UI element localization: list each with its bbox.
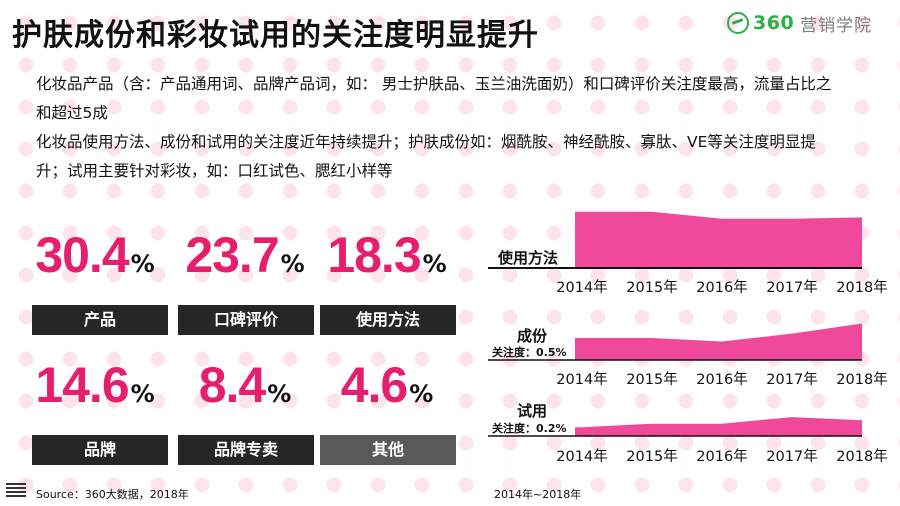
x-tick-label: 2016年 xyxy=(696,371,747,388)
x-tick-label: 2018年 xyxy=(836,448,887,465)
stat-label-brand: 品牌 xyxy=(32,435,168,465)
area-series-1 xyxy=(575,323,862,360)
brand-logo: 360 营销学院 xyxy=(727,10,872,36)
x-tick-label: 2017年 xyxy=(766,279,817,296)
logo-number: 360 xyxy=(753,12,795,34)
x-tick-label: 2017年 xyxy=(766,371,817,388)
stat-value-brand-store: 8.4% xyxy=(198,357,292,413)
description-line-2: 化妆品使用方法、成份和试用的关注度近年持续提升；护肤成份如：烟酰胺、神经酰胺、寡… xyxy=(36,133,816,180)
logo-icon xyxy=(727,12,749,34)
stat-label-product: 产品 xyxy=(32,305,168,335)
description-line-1: 化妆品产品（含：产品通用词、品牌产品词，如： 男士护肤品、玉兰油洗面奶）和口碑评… xyxy=(36,75,832,122)
chart-title-0: 使用方法 xyxy=(497,249,558,267)
stat-label-usage: 使用方法 xyxy=(320,305,456,335)
x-tick-label: 2015年 xyxy=(626,448,677,465)
stat-value-product: 30.4% xyxy=(35,227,155,283)
chart-subtitle-1: 关注度：0.5% xyxy=(492,345,567,359)
menu-lines-icon xyxy=(6,483,26,499)
x-tick-label: 2016年 xyxy=(696,448,747,465)
description: 化妆品产品（含：产品通用词、品牌产品词，如： 男士护肤品、玉兰油洗面奶）和口碑评… xyxy=(36,70,846,186)
stat-label-other: 其他 xyxy=(320,435,456,465)
x-tick-label: 2015年 xyxy=(626,371,677,388)
x-tick-label: 2014年 xyxy=(556,279,607,296)
x-tick-label: 2015年 xyxy=(626,279,677,296)
stat-value-brand: 14.6% xyxy=(35,357,155,413)
stat-label-brand-store: 品牌专卖 xyxy=(178,435,314,465)
period-note: 2014年~2018年 xyxy=(494,488,582,501)
x-tick-label: 2017年 xyxy=(766,448,817,465)
area-series-2 xyxy=(575,417,862,436)
chart-subtitle-2: 关注度：0.2% xyxy=(492,421,567,435)
stat-value-other: 4.6% xyxy=(340,357,434,413)
x-tick-label: 2018年 xyxy=(836,279,887,296)
x-tick-label: 2014年 xyxy=(556,371,607,388)
x-tick-label: 2016年 xyxy=(696,279,747,296)
stat-label-reviews: 口碑评价 xyxy=(178,305,314,335)
chart-title-1: 成份 xyxy=(517,327,548,345)
stat-value-reviews: 23.7% xyxy=(185,227,305,283)
x-tick-label: 2018年 xyxy=(836,371,887,388)
page-title: 护肤成份和彩妆试用的关注度明显提升 xyxy=(12,18,539,53)
x-tick-label: 2014年 xyxy=(556,448,607,465)
chart-title-2: 试用 xyxy=(517,402,547,420)
stat-value-usage: 18.3% xyxy=(327,227,447,283)
source-note: Source：360大数据，2018年 xyxy=(36,488,189,501)
logo-text: 营销学院 xyxy=(800,15,873,36)
area-series-0 xyxy=(575,211,862,268)
